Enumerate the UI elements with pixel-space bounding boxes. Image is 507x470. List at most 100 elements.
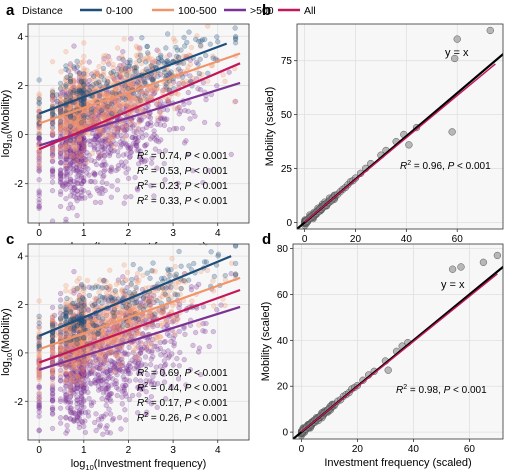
data-point <box>65 127 71 133</box>
data-point <box>171 125 177 132</box>
data-point <box>114 133 120 139</box>
scatter-cloud <box>36 24 241 238</box>
data-point <box>78 175 85 181</box>
identity-label: y = x <box>445 47 469 59</box>
data-point <box>115 153 122 159</box>
data-point <box>96 155 102 161</box>
data-point <box>115 45 121 51</box>
data-point <box>128 149 134 156</box>
data-point <box>141 114 147 120</box>
data-point <box>405 141 413 149</box>
data-point <box>74 157 80 164</box>
panel-label-d: d <box>262 231 271 248</box>
data-point <box>49 132 56 138</box>
data-point <box>86 152 92 159</box>
data-point <box>83 164 89 170</box>
data-point <box>60 126 66 132</box>
data-point <box>99 106 106 112</box>
data-point <box>36 192 42 198</box>
data-point <box>136 120 142 126</box>
data-point <box>36 164 42 171</box>
data-point <box>67 114 74 120</box>
data-point <box>78 141 85 148</box>
data-point <box>88 451 93 456</box>
data-point <box>57 143 64 149</box>
data-point <box>85 190 92 196</box>
data-point <box>36 135 42 142</box>
data-point <box>76 75 82 81</box>
data-point <box>168 338 174 345</box>
data-point <box>58 448 63 453</box>
data-point <box>49 411 56 417</box>
data-point <box>74 367 80 373</box>
data-point <box>101 158 107 165</box>
data-point <box>63 186 69 192</box>
data-point <box>67 104 74 110</box>
data-point <box>49 167 56 174</box>
data-point <box>172 38 178 44</box>
data-point <box>202 119 208 126</box>
data-point <box>166 332 172 339</box>
data-point <box>187 116 193 122</box>
data-point <box>161 122 167 129</box>
data-point <box>59 142 66 148</box>
data-point <box>81 115 87 121</box>
data-point <box>83 156 89 163</box>
data-point <box>78 180 85 187</box>
data-point <box>36 113 42 119</box>
data-point <box>78 158 84 164</box>
data-point <box>104 90 110 97</box>
data-point <box>128 36 134 42</box>
data-point <box>68 410 74 416</box>
data-point <box>81 123 87 129</box>
data-point <box>185 89 191 96</box>
data-point <box>63 124 69 130</box>
data-point <box>89 71 95 77</box>
data-point <box>74 157 80 163</box>
data-point <box>81 388 87 394</box>
data-point <box>128 92 134 98</box>
data-point <box>99 300 105 306</box>
data-point <box>150 353 156 360</box>
data-point <box>52 96 58 102</box>
data-point <box>208 249 214 255</box>
data-point <box>78 174 85 180</box>
data-point <box>49 179 56 185</box>
panel-label-a: a <box>6 2 15 19</box>
data-point <box>67 129 74 135</box>
data-point <box>63 117 69 123</box>
data-point <box>174 106 180 112</box>
data-point <box>49 97 56 103</box>
data-point <box>108 164 115 170</box>
data-point <box>57 123 64 130</box>
data-point <box>114 129 121 135</box>
data-point <box>133 135 139 142</box>
data-point <box>155 115 161 121</box>
data-point <box>84 159 90 165</box>
data-point <box>135 93 141 99</box>
data-point <box>68 233 73 238</box>
data-point <box>118 96 124 102</box>
data-point <box>71 84 77 91</box>
data-point <box>78 157 85 163</box>
data-point <box>158 137 164 143</box>
data-point <box>63 165 69 171</box>
plot-background <box>28 24 249 223</box>
data-point <box>97 112 103 118</box>
data-point <box>86 131 92 137</box>
data-point <box>67 170 74 176</box>
data-point <box>67 147 74 153</box>
data-point <box>154 59 160 65</box>
data-point <box>163 84 169 90</box>
data-point <box>96 63 102 70</box>
data-point <box>76 169 82 175</box>
data-point <box>76 172 82 178</box>
data-point <box>64 156 70 162</box>
data-point <box>57 123 64 129</box>
data-point <box>69 159 76 165</box>
data-point <box>78 153 85 159</box>
data-point <box>79 138 85 144</box>
data-point <box>57 145 64 151</box>
data-point <box>114 187 121 193</box>
data-point <box>133 356 139 362</box>
